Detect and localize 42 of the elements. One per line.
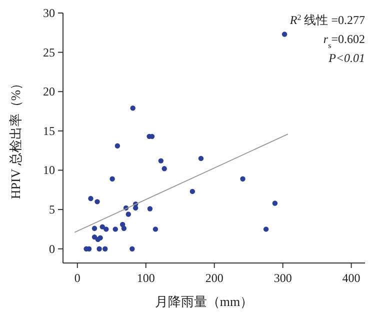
point (94, 199, 100, 204)
x-tick-label: 0 (74, 271, 80, 285)
y-tick-label: 25 (43, 45, 55, 60)
annotation: R$^{2}$ 线性 =0.277 (290, 12, 365, 27)
point (198, 156, 204, 162)
y-tick-label: 10 (43, 163, 55, 178)
x-tick-label: 100 (136, 271, 155, 285)
point (92, 226, 98, 232)
x-tick-label: 300 (274, 271, 292, 285)
point (104, 226, 109, 232)
point (110, 176, 115, 182)
point (263, 226, 269, 232)
point (240, 176, 246, 182)
point (114, 143, 120, 148)
point (130, 106, 136, 111)
point (126, 212, 131, 217)
point (158, 158, 164, 164)
point (102, 246, 108, 252)
annotation: r$_{s}$=0.602 (323, 32, 365, 50)
y-tick-label: 20 (43, 84, 55, 99)
y-tick-label: 0 (49, 242, 55, 256)
point (272, 200, 278, 206)
point (162, 166, 167, 172)
x-tick-label: 400 (342, 271, 360, 285)
y-tick-label: 5 (49, 202, 55, 217)
xlabel: 月降雨量（mm） (154, 294, 254, 309)
point (130, 246, 135, 252)
point (152, 226, 158, 232)
point (88, 196, 94, 202)
point (100, 224, 105, 230)
point (147, 206, 153, 212)
x-tick-label: 200 (205, 271, 224, 285)
point (190, 188, 196, 194)
point (98, 235, 103, 240)
y-tick-label: 15 (43, 124, 55, 138)
ylabel: HPIV 总检出率（%） (8, 76, 23, 200)
annotation: P<0.01 (328, 51, 365, 65)
point (121, 226, 127, 232)
point (282, 32, 288, 37)
point (96, 246, 102, 252)
point (112, 226, 118, 232)
y-tick-label: 30 (43, 6, 55, 20)
